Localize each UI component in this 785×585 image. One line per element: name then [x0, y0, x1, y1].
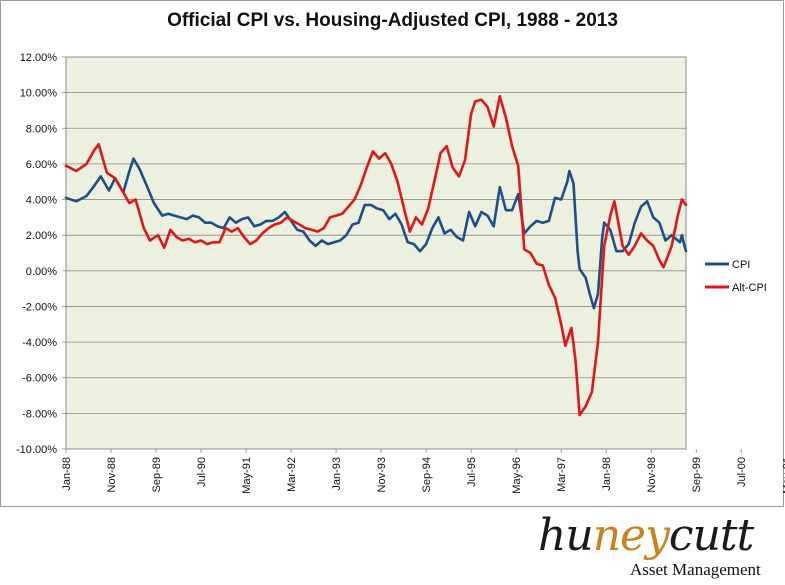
x-tick-label: Sep-89 — [151, 457, 163, 492]
y-tick-label: 0.00% — [26, 266, 57, 278]
legend-label: Alt-CPI — [732, 282, 767, 294]
x-tick-label: Jan-88 — [61, 457, 73, 491]
y-tick-label: -10.00% — [16, 444, 57, 456]
logo-highlight: ney — [592, 510, 670, 561]
y-tick-label: 6.00% — [26, 159, 57, 171]
y-tick-label: -8.00% — [22, 408, 57, 420]
y-tick-label: -4.00% — [22, 337, 57, 349]
y-tick-label: 12.00% — [20, 52, 58, 64]
company-logo: huneycutt Asset Management — [530, 512, 780, 582]
x-tick-label: Mar-92 — [286, 457, 298, 492]
x-tick-label: Mar-97 — [556, 457, 568, 492]
x-tick-label: May-96 — [511, 457, 523, 494]
logo-prefix: hu — [538, 510, 594, 561]
logo-suffix: cutt — [668, 510, 754, 561]
x-tick-label: Jan-93 — [331, 457, 343, 491]
x-tick-label: Sep-99 — [691, 457, 703, 492]
x-tick-label: Jan-98 — [601, 457, 613, 491]
y-axis-ticks: 12.00% 10.00% 8.00% 6.00% 4.00% 2.00% 0.00% -2.… — [16, 52, 66, 456]
y-tick-label: -2.00% — [22, 301, 57, 313]
series-line-alt-cpi — [64, 94, 688, 417]
x-tick-label: Jul-00 — [736, 457, 748, 487]
x-tick-label: Nov-93 — [376, 457, 388, 492]
y-tick-label: 10.00% — [20, 88, 58, 100]
series-line-cpi — [64, 157, 688, 310]
plot-area — [65, 56, 687, 450]
y-tick-label: -6.00% — [22, 373, 57, 385]
series-lines — [64, 94, 688, 417]
x-tick-label: Nov-98 — [646, 457, 658, 492]
x-axis-ticks: Jan-88 Nov-88 Sep-89 Jul-90 May-91 Mar-92 Jan-… — [61, 449, 785, 494]
x-tick-label: Nov-88 — [106, 457, 118, 492]
y-tick-label: 2.00% — [26, 230, 57, 242]
x-tick-label: Jul-90 — [196, 457, 208, 487]
chart-title: Official CPI vs. Housing-Adjusted CPI, 1… — [167, 10, 618, 31]
x-tick-label: Jul-95 — [466, 457, 478, 487]
y-tick-label: 8.00% — [26, 123, 57, 135]
legend-label: CPI — [732, 259, 750, 271]
chart-canvas: 12.00% 10.00% 8.00% 6.00% 4.00% 2.00% 0.00% -2.… — [16, 52, 785, 494]
logo-wordmark: huneycutt — [538, 510, 754, 561]
legend: CPI Alt-CPI — [705, 259, 767, 294]
gridlines — [66, 92, 686, 414]
y-tick-label: 4.00% — [26, 195, 57, 207]
x-tick-label: May-01 — [781, 457, 785, 494]
logo-subtitle: Asset Management — [630, 560, 761, 579]
x-tick-label: Sep-94 — [421, 457, 433, 492]
x-tick-label: May-91 — [241, 457, 253, 494]
